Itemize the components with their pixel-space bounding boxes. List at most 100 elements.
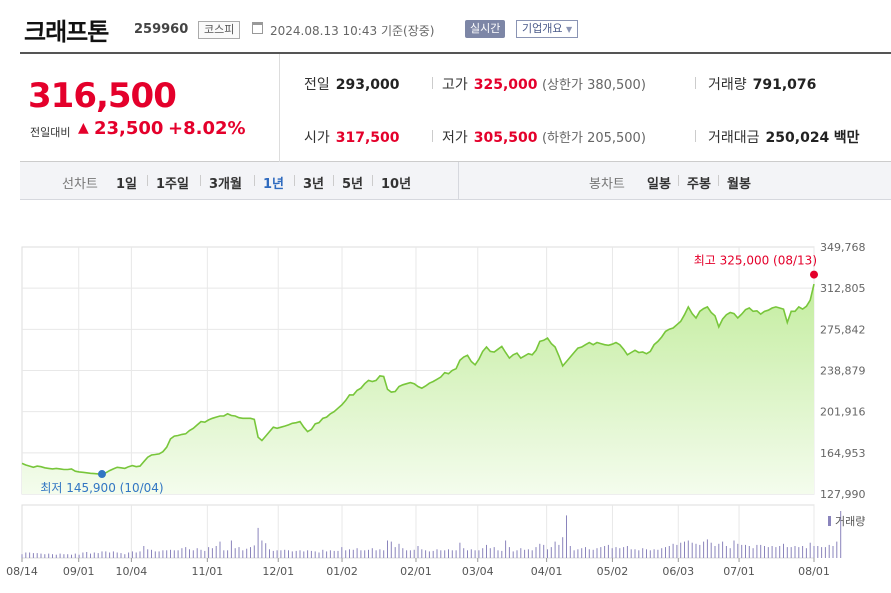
volume-bar [314,551,316,558]
volume-bar [238,547,240,558]
volume-bar [170,549,171,558]
lower-limit: (하한가 205,500) [541,131,646,146]
volume-bar [158,551,160,558]
volume-bar [36,553,38,558]
volume-bar [493,547,495,558]
volume-bar [421,549,423,558]
volume-bar [280,550,282,558]
volume-bar [112,551,114,558]
volume-bar [394,547,396,558]
volume-bar [196,548,198,558]
low-label: 최저 145,900 (10/04) [40,481,163,495]
volume-bar [406,550,408,558]
volume-bar [805,548,807,558]
period-1w[interactable]: 1주일 [156,177,189,192]
chevron-down-icon: ▼ [565,25,573,34]
x-tick-label: 01/02 [326,565,358,578]
period-5y[interactable]: 5년 [342,177,364,192]
divider [147,175,148,186]
volume-bar [501,550,503,558]
x-tick-label: 04/01 [531,565,563,578]
volume-bar [356,548,358,558]
volume-bar [105,551,107,558]
upper-limit: (상한가 380,500) [541,78,646,93]
volume-bar [649,550,651,558]
volume-bar [474,550,476,558]
volume-bar [786,547,788,558]
volume-bar [97,553,99,558]
volume-bar [32,553,34,558]
volume-bar [600,547,602,558]
price-chart[interactable]: 거래량 349,768 312,805 275,842 238,879 201,916 1… [0,200,891,593]
volume-bar [265,543,267,558]
volume-bar [185,547,187,558]
x-tick-label: 08/01 [798,565,830,578]
volume-bar [349,549,350,558]
volume-bar [223,550,225,558]
volume-bar [425,550,427,558]
volume-bar [592,549,594,558]
volume-bar [120,553,122,558]
volume-bar [710,542,712,558]
volume-bar [82,552,84,558]
volume-bar [371,548,373,558]
volume-bar [619,548,621,558]
volume-bar [204,550,206,558]
volume-bar [665,547,666,558]
markers: 최고 325,000 (08/13) 최저 145,900 (10/04) [40,254,818,495]
realtime-button[interactable]: 실시간 [465,20,506,38]
volume-bar [162,550,164,558]
y-tick-label: 349,768 [820,241,866,254]
quote-stats: 전일 293,000 고가 325,000 (상한가 380,500) 거래량 791… [280,54,891,162]
volume-bar [101,551,103,558]
volume-bar [714,546,716,558]
volume-bar [147,549,149,558]
prev-close-label: 전일 [304,77,330,93]
volume-bar [78,554,80,558]
divider [718,175,719,186]
volume-bar [547,549,548,558]
volume-bar [611,548,613,558]
volume-bar [516,550,518,558]
volume-bar [824,547,826,558]
volume-bar [59,553,61,558]
volume-bar [208,547,210,558]
volume-bar [55,554,57,558]
y-tick-label: 201,916 [820,406,866,419]
volume-bar [390,541,392,558]
volume-bar [798,547,800,558]
period-1y[interactable]: 1년 [263,177,285,192]
volume-bar [74,553,76,558]
volume-bar [558,544,560,558]
volume-bar [291,551,293,558]
volume-bar [413,549,415,558]
volume-bar [836,541,838,558]
period-1d[interactable]: 1일 [116,177,138,192]
period-3y[interactable]: 3년 [303,177,325,192]
candle-weekly[interactable]: 주봉 [687,177,711,192]
candle-daily[interactable]: 일봉 [647,177,671,192]
period-10y[interactable]: 10년 [381,177,412,192]
volume-bar [177,550,179,558]
x-tick-label: 12/01 [262,565,294,578]
volume-bar [417,546,419,558]
volume-bar [345,550,347,558]
period-3m[interactable]: 3개월 [209,177,242,192]
volume-bar [588,549,590,558]
volume-bar [729,548,731,558]
candle-monthly[interactable]: 월봉 [727,177,751,192]
up-arrow-icon: ▲ [78,120,89,136]
volume-bar [505,540,507,558]
volume-bar [790,547,792,558]
volume-bar [767,547,769,558]
y-tick-label: 312,805 [820,282,866,295]
volume-bar [706,539,708,558]
volume-bar [261,540,263,558]
volume-bar [497,550,499,558]
open-price: 시가 317,500 [304,127,400,147]
volume-bar [623,547,625,558]
volume-bar [680,542,682,558]
volume-bar [672,543,674,558]
company-overview-button[interactable]: 기업개요 ▼ [516,20,579,38]
volume-bar [737,543,739,558]
